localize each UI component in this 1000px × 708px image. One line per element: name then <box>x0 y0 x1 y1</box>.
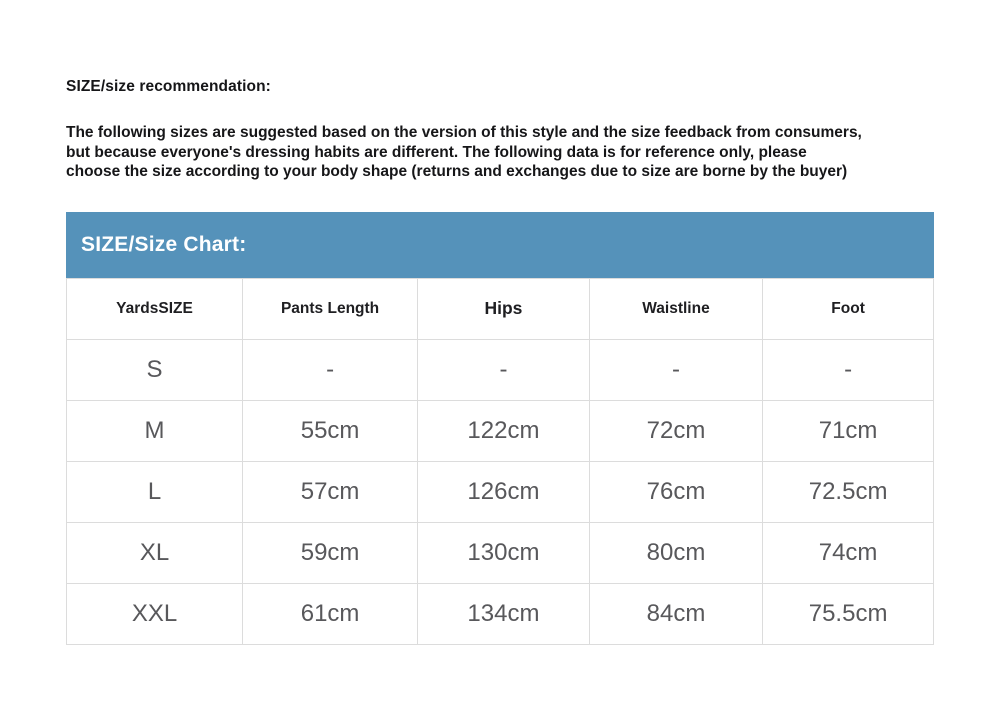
cell-hips: 122cm <box>417 399 590 462</box>
cell-pants-length: 55cm <box>241 399 419 462</box>
cell-foot: 71cm <box>762 399 934 462</box>
cell-waistline: 80cm <box>588 521 764 584</box>
table-row-l: L 57cm 126cm 76cm 72.5cm <box>66 460 934 523</box>
table-row-xxl: XXL 61cm 134cm 84cm 75.5cm <box>66 582 934 645</box>
cell-waistline: - <box>588 338 764 401</box>
column-header-hips: Hips <box>417 277 590 340</box>
cell-size: XXL <box>66 582 243 645</box>
page-heading: SIZE/size recommendation: <box>66 78 271 95</box>
intro-line: but because everyone's dressing habits a… <box>66 143 807 161</box>
column-header-foot: Foot <box>762 277 934 340</box>
cell-size: M <box>66 399 243 462</box>
size-chart-title-bar: SIZE/Size Chart: <box>66 211 934 278</box>
column-header-yards-size: YardsSIZE <box>66 277 243 340</box>
cell-waistline: 72cm <box>588 399 764 462</box>
intro-line: choose the size according to your body s… <box>66 163 848 180</box>
cell-size: XL <box>66 521 243 584</box>
cell-foot: 74cm <box>762 521 934 584</box>
cell-waistline: 76cm <box>588 460 764 523</box>
cell-waistline: 84cm <box>588 582 764 645</box>
cell-hips: 126cm <box>417 460 590 523</box>
cell-pants-length: 61cm <box>241 582 419 645</box>
cell-size: S <box>66 338 243 401</box>
intro-line: The following sizes are suggested based … <box>66 124 862 141</box>
intro-paragraph: The following sizes are suggested based … <box>66 123 934 182</box>
cell-foot: 72.5cm <box>762 460 934 523</box>
cell-foot: - <box>762 338 934 401</box>
size-chart-title: SIZE/Size Chart: <box>81 232 247 256</box>
column-header-waistline: Waistline <box>588 277 764 340</box>
column-header-pants-length: Pants Length <box>241 277 419 340</box>
table-row-s: S - - - - <box>66 338 934 401</box>
cell-size: L <box>66 460 243 523</box>
table-row-xl: XL 59cm 130cm 80cm 74cm <box>66 521 934 584</box>
size-chart-table: YardsSIZE Pants Length Hips Waistline Fo… <box>66 277 934 645</box>
table-row-m: M 55cm 122cm 72cm 71cm <box>66 399 934 462</box>
cell-pants-length: 57cm <box>241 460 419 523</box>
cell-foot: 75.5cm <box>762 582 934 645</box>
cell-hips: - <box>417 338 590 401</box>
cell-hips: 130cm <box>417 521 590 584</box>
cell-pants-length: 59cm <box>241 521 419 584</box>
cell-pants-length: - <box>241 338 419 401</box>
cell-hips: 134cm <box>417 582 590 645</box>
table-header-row: YardsSIZE Pants Length Hips Waistline Fo… <box>66 277 934 340</box>
